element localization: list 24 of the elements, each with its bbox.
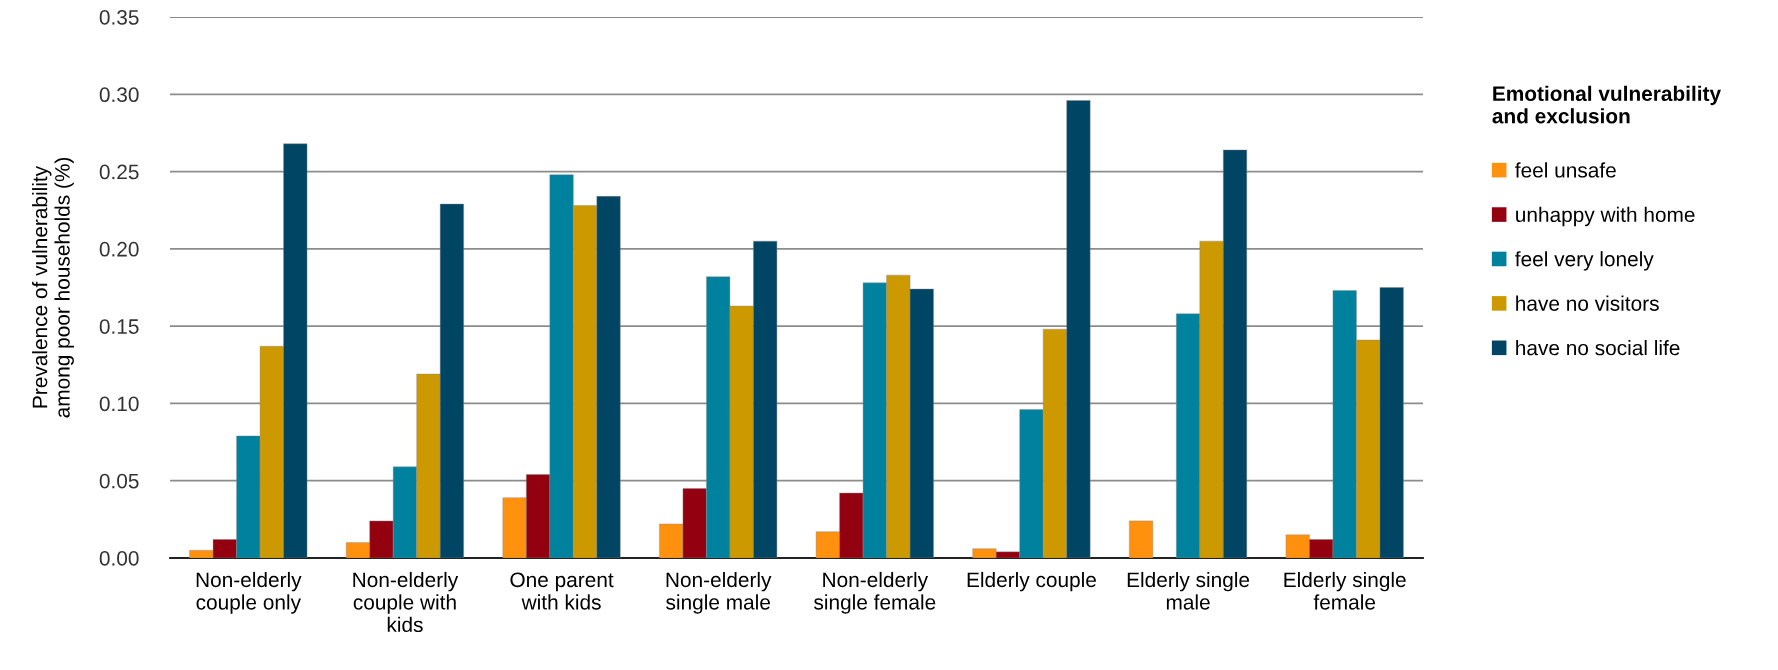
legend-label: feel unsafe bbox=[1515, 162, 1616, 178]
legend-title: Emotional vulnerability and exclusion bbox=[1492, 85, 1721, 124]
y-tick-label: 0.35 bbox=[99, 10, 139, 25]
legend-label: have no visitors bbox=[1516, 295, 1659, 311]
y-axis-title: Prevalence of vulnerability among poor households (%) bbox=[32, 157, 74, 418]
legend-label: have no social life bbox=[1516, 340, 1680, 356]
y-tick-label: 0.05 bbox=[99, 473, 139, 489]
y-tick-label: 0.15 bbox=[99, 319, 139, 334]
legend-label: unhappy with home bbox=[1516, 206, 1695, 227]
y-tick-label: 0.20 bbox=[99, 241, 139, 257]
x-tick-label: Elderly single female bbox=[1284, 571, 1406, 610]
x-tick-label: Non-elderly couple with kids bbox=[353, 571, 459, 633]
bar bbox=[1129, 520, 1154, 558]
y-tick-label: 0.25 bbox=[99, 164, 139, 180]
legend-label: feel very lonely bbox=[1515, 251, 1654, 271]
x-tick-label: Elderly single male bbox=[1127, 571, 1250, 610]
x-tick-label: One parent with kids bbox=[510, 572, 614, 610]
y-tick-label: 0.30 bbox=[99, 87, 139, 103]
x-tick-label: Non-elderly couple only bbox=[196, 571, 302, 614]
y-tick-label: 0.00 bbox=[99, 551, 139, 566]
x-tick-label: Elderly couple bbox=[967, 571, 1096, 592]
x-tick-label: Non-elderly single male bbox=[666, 571, 772, 614]
x-tick-label: Non-elderly single female bbox=[814, 571, 936, 614]
y-tick-label: 0.10 bbox=[99, 396, 139, 412]
